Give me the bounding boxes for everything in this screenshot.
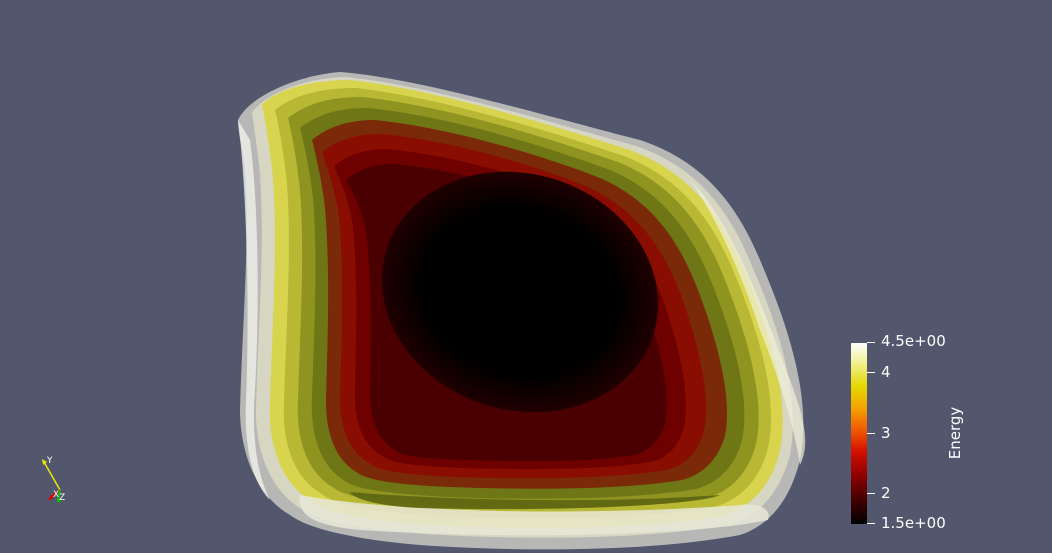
axes-triad-icon xyxy=(42,459,61,502)
lower-band-2 xyxy=(350,492,720,510)
orientation-axes: Y X Z xyxy=(36,452,76,508)
colorbar-tick-label-3: 3 xyxy=(881,424,891,442)
axis-z-label: Z xyxy=(59,493,66,503)
energy-colorbar xyxy=(851,343,867,524)
colorbar-tick-4 xyxy=(867,372,875,373)
lower-band-1 xyxy=(299,495,769,536)
axis-y-label: Y xyxy=(47,456,53,466)
energy-core xyxy=(381,171,659,413)
colorbar-tick-2 xyxy=(867,493,875,494)
colorbar-max-label: 4.5e+00 xyxy=(881,332,946,350)
colorbar-tick-label-4: 4 xyxy=(881,363,891,381)
axis-x-label: X xyxy=(53,490,60,500)
colorbar-tick-min xyxy=(867,523,875,524)
colorbar-tick-3 xyxy=(867,433,875,434)
colorbar-tick-label-2: 2 xyxy=(881,484,891,502)
colorbar-title: Energy xyxy=(946,406,964,460)
colorbar-tick-max xyxy=(867,342,875,343)
colorbar-min-label: 1.5e+00 xyxy=(881,514,946,532)
left-fringe xyxy=(238,120,270,500)
